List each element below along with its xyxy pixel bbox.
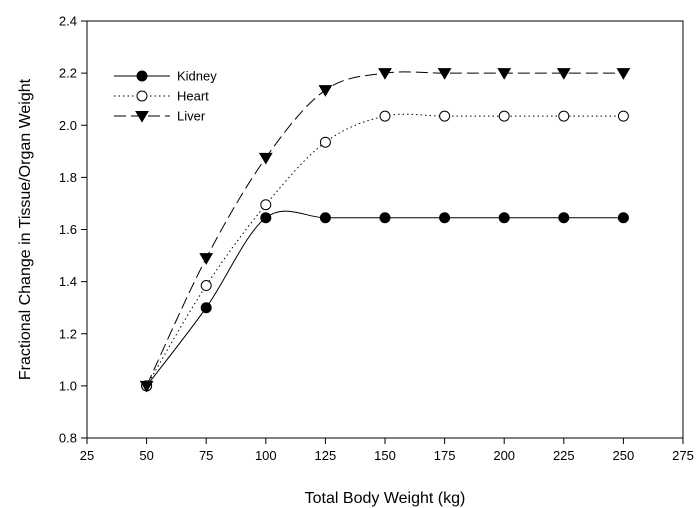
- data-point: [498, 212, 510, 224]
- legend-entry: Liver: [114, 109, 206, 124]
- x-tick-label: 275: [672, 448, 694, 463]
- data-point: [319, 136, 331, 148]
- legend: Kidney Heart Liver: [114, 69, 217, 124]
- x-tick-label: 100: [255, 448, 277, 463]
- data-point: [498, 110, 510, 122]
- data-point: [200, 302, 212, 314]
- data-point: [379, 110, 391, 122]
- x-tick-label: 175: [434, 448, 456, 463]
- legend-label: Heart: [177, 89, 209, 104]
- legend-entry: Heart: [114, 89, 209, 104]
- y-tick-label: 1.0: [59, 378, 77, 393]
- data-point: [139, 380, 154, 393]
- y-tick-label: 1.8: [59, 170, 77, 185]
- legend-marker: [135, 111, 149, 123]
- data-point: [258, 152, 273, 165]
- data-point: [617, 212, 629, 224]
- series-line: [146, 113, 624, 387]
- y-tick-label: 2.2: [59, 66, 77, 81]
- data-point: [260, 212, 272, 224]
- legend-label: Kidney: [177, 69, 217, 84]
- y-tick-label: 2.4: [59, 14, 77, 29]
- x-tick-label: 150: [374, 448, 396, 463]
- y-tick-label: 1.2: [59, 326, 77, 341]
- x-tick-label: 225: [553, 448, 575, 463]
- series-kidney: [141, 210, 629, 392]
- data-point: [439, 212, 451, 224]
- legend-marker: [136, 90, 148, 102]
- data-point: [379, 212, 391, 224]
- y-tick-label: 2.0: [59, 118, 77, 133]
- legend-label: Liver: [177, 109, 206, 124]
- x-tick-label: 200: [493, 448, 515, 463]
- data-point: [558, 212, 570, 224]
- x-tick-label: 50: [139, 448, 153, 463]
- y-tick-label: 0.8: [59, 431, 77, 446]
- series-liver: [139, 68, 631, 393]
- x-tick-label: 125: [315, 448, 337, 463]
- y-tick-label: 1.4: [59, 274, 77, 289]
- data-point: [260, 199, 272, 211]
- x-tick-label: 25: [80, 448, 94, 463]
- legend-entry: Kidney: [114, 69, 217, 84]
- y-axis-label: Fractional Change in Tissue/Organ Weight: [17, 78, 34, 380]
- data-point: [558, 110, 570, 122]
- series-heart: [141, 110, 629, 392]
- y-tick-label: 1.6: [59, 222, 77, 237]
- data-point: [378, 68, 392, 80]
- data-point: [200, 280, 212, 292]
- plot-frame: [86, 20, 684, 439]
- data-point: [616, 68, 631, 80]
- data-point: [319, 212, 331, 224]
- data-point: [318, 85, 333, 97]
- x-tick-label: 75: [199, 448, 213, 463]
- legend-marker: [136, 70, 148, 82]
- x-axis-label: Total Body Weight (kg): [305, 490, 466, 507]
- data-point: [199, 253, 214, 265]
- axes: 25 50 75 100 125 150 175 200 225 250 275 0.8 1.0 1.2 1…: [59, 14, 694, 464]
- data-point: [556, 68, 571, 80]
- data-point: [439, 110, 451, 122]
- data-point: [437, 68, 452, 80]
- series-line: [146, 210, 624, 387]
- data-point: [617, 110, 629, 122]
- data-point: [497, 68, 512, 80]
- series-layer: [139, 68, 631, 393]
- x-tick-label: 250: [613, 448, 635, 463]
